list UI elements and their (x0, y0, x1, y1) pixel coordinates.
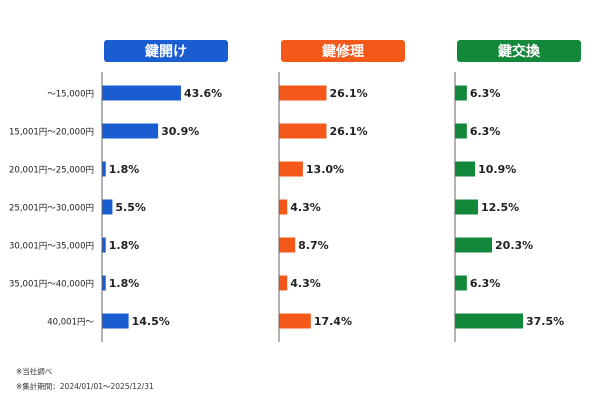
category-label: 40,001円～ (47, 318, 94, 328)
bar (455, 275, 467, 291)
bar (102, 237, 106, 253)
category-label: 20,001円～25,000円 (9, 166, 94, 176)
bar (279, 275, 288, 291)
bar (102, 123, 159, 139)
data-label: 4.3% (290, 201, 321, 214)
bar (102, 275, 106, 291)
bar (455, 313, 523, 329)
data-label: 14.5% (132, 315, 170, 328)
bar (455, 85, 467, 101)
bar (455, 199, 478, 215)
bar (102, 85, 181, 101)
data-label: 1.8% (109, 277, 140, 290)
panel-title: 鍵交換 (498, 43, 541, 60)
bar (455, 161, 476, 177)
data-label: 6.3% (470, 125, 501, 138)
bar (279, 123, 327, 139)
bar (279, 199, 288, 215)
data-label: 17.4% (314, 315, 352, 328)
bar (279, 161, 303, 177)
data-label: 6.3% (470, 277, 501, 290)
data-label: 5.5% (115, 201, 146, 214)
panel-header (457, 40, 581, 62)
data-label: 30.9% (161, 125, 199, 138)
bar (279, 237, 296, 253)
bar (102, 199, 113, 215)
data-label: 10.9% (478, 163, 516, 176)
panel-title: 鍵修理 (322, 43, 364, 60)
data-label: 43.6% (184, 87, 222, 100)
panel-title: 鍵開け (145, 43, 187, 60)
category-label: 35,001円～40,000円 (9, 280, 94, 290)
data-label: 1.8% (109, 239, 140, 252)
data-label: 12.5% (481, 201, 519, 214)
bar (102, 161, 106, 177)
data-label: 6.3% (470, 87, 501, 100)
bar (279, 85, 327, 101)
data-label: 20.3% (495, 239, 533, 252)
data-label: 26.1% (329, 87, 367, 100)
data-label: 13.0% (306, 163, 344, 176)
category-label: 30,001円～35,000円 (9, 242, 94, 252)
data-label: 8.7% (298, 239, 329, 252)
panel-header (104, 40, 228, 62)
data-label: 1.8% (109, 163, 140, 176)
category-label: 25,001円～30,000円 (9, 204, 94, 214)
bar (279, 313, 311, 329)
category-label: 15,001円～20,000円 (9, 128, 94, 138)
data-label: 26.1% (329, 125, 367, 138)
data-label: 37.5% (526, 315, 564, 328)
footnote-period: ※集計期間：2024/01/01～2025/12/31 (16, 382, 154, 391)
data-label: 4.3% (290, 277, 321, 290)
bar (455, 123, 467, 139)
bar (455, 237, 493, 253)
panel-header (281, 40, 405, 62)
footnote-source: ※当社調べ (16, 367, 53, 376)
category-label: ～15,000円 (47, 90, 94, 100)
bar (102, 313, 129, 329)
